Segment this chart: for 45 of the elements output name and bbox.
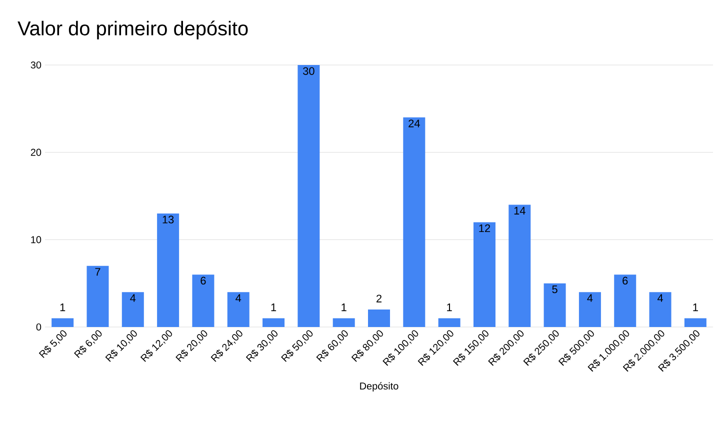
bar	[544, 283, 566, 327]
data-label: 1	[342, 304, 346, 312]
data-label: 1	[693, 304, 698, 312]
data-label: 1	[271, 304, 276, 312]
data-label: 4	[130, 294, 136, 302]
x-axis-title: Depósito	[360, 382, 398, 392]
bar	[684, 318, 706, 327]
chart-title: Valor do primeiro depósito	[18, 20, 248, 40]
bar	[86, 266, 109, 327]
y-tick-label: 30	[30, 61, 42, 69]
data-label: 14	[514, 206, 526, 214]
y-tick-label: 20	[30, 148, 42, 156]
data-label: 6	[200, 276, 206, 285]
bar	[52, 318, 74, 327]
data-label: 4	[657, 294, 663, 302]
bar	[438, 318, 460, 327]
bar	[614, 274, 636, 327]
bar	[508, 204, 531, 327]
data-label: 4	[236, 294, 242, 302]
y-tick-label: 10	[31, 236, 42, 244]
data-label: 12	[479, 224, 490, 232]
x-tick-label: R$ 6,00	[74, 330, 102, 358]
bar	[157, 213, 180, 327]
bar	[649, 292, 672, 327]
bar	[122, 292, 144, 327]
bar	[473, 222, 496, 327]
data-label: 13	[162, 216, 174, 224]
data-label: 2	[376, 294, 382, 302]
data-label: 24	[408, 120, 420, 128]
bar	[332, 318, 355, 327]
data-label: 6	[622, 276, 628, 285]
bar	[192, 274, 214, 327]
data-label: 1	[447, 304, 452, 312]
bar	[298, 65, 320, 327]
data-label: 5	[552, 286, 558, 294]
y-tick-label: 0	[36, 323, 42, 331]
bar	[403, 117, 426, 327]
data-label: 1	[60, 304, 66, 312]
bar	[578, 292, 601, 327]
bar	[368, 310, 390, 327]
data-label: 4	[587, 294, 593, 302]
bar	[227, 292, 250, 327]
data-label: 7	[95, 268, 100, 276]
bar	[262, 318, 285, 327]
data-label: 30	[303, 67, 314, 75]
